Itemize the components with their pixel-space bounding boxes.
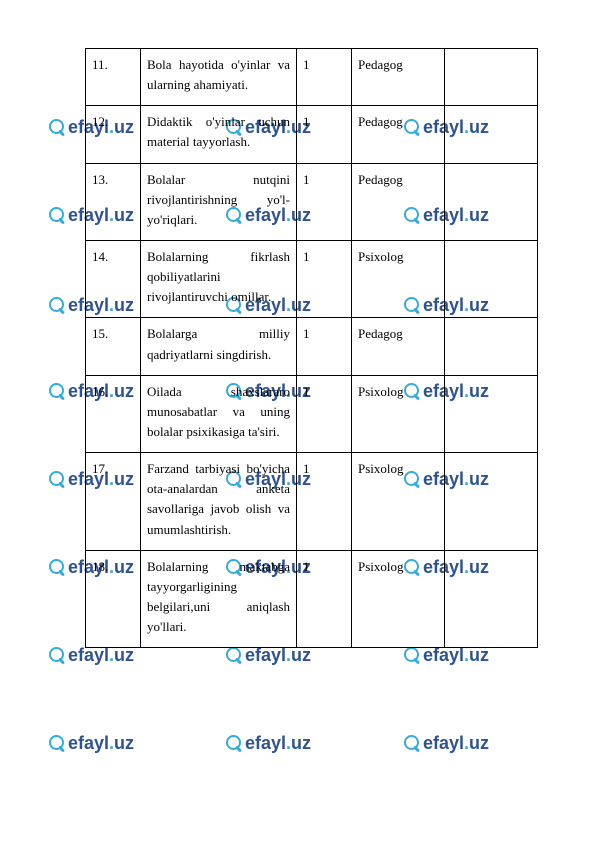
watermark: efayl.uz (48, 734, 134, 752)
cell-number: 14. (86, 240, 141, 317)
table-row: 18.Bolalarning maktabga tayyorgarliginin… (86, 550, 538, 648)
magnifier-icon (48, 470, 66, 488)
watermark-text: efayl.uz (423, 646, 489, 664)
cell-number: 17. (86, 453, 141, 551)
table-row: 14.Bolalarning fikrlash qobiliyatlarini … (86, 240, 538, 317)
cell-topic: Bolalarning maktabga tayyorgarligining b… (141, 550, 297, 648)
cell-count: 1 (297, 550, 352, 648)
cell-count: 1 (297, 453, 352, 551)
cell-role: Pedagog (352, 318, 445, 375)
cell-count: 1 (297, 163, 352, 240)
cell-role: Psixolog (352, 550, 445, 648)
cell-count: 1 (297, 106, 352, 163)
cell-topic: Didaktik o'yinlar uchun material tayyorl… (141, 106, 297, 163)
cell-number: 13. (86, 163, 141, 240)
cell-empty (445, 49, 538, 106)
magnifier-icon (48, 382, 66, 400)
table-row: 17.Farzand tarbiyasi bo'yicha ota-analar… (86, 453, 538, 551)
cell-number: 12. (86, 106, 141, 163)
cell-count: 1 (297, 375, 352, 452)
cell-role: Pedagog (352, 49, 445, 106)
cell-empty (445, 550, 538, 648)
cell-empty (445, 240, 538, 317)
magnifier-icon (225, 734, 243, 752)
watermark: efayl.uz (403, 646, 489, 664)
magnifier-icon (48, 734, 66, 752)
cell-empty (445, 163, 538, 240)
cell-topic: Farzand tarbiyasi bo'yicha ota-analardan… (141, 453, 297, 551)
magnifier-icon (403, 734, 421, 752)
cell-topic: Bolalarning fikrlash qobiliyatlarini riv… (141, 240, 297, 317)
table-row: 12.Didaktik o'yinlar uchun material tayy… (86, 106, 538, 163)
magnifier-icon (48, 206, 66, 224)
cell-number: 16. (86, 375, 141, 452)
table-row: 11.Bola hayotida o'yinlar va ularning ah… (86, 49, 538, 106)
content-table: 11.Bola hayotida o'yinlar va ularning ah… (85, 48, 538, 648)
cell-count: 1 (297, 318, 352, 375)
cell-empty (445, 318, 538, 375)
cell-number: 15. (86, 318, 141, 375)
cell-topic: Bola hayotida o'yinlar va ularning ahami… (141, 49, 297, 106)
cell-empty (445, 375, 538, 452)
watermark-text: efayl.uz (245, 646, 311, 664)
cell-count: 1 (297, 49, 352, 106)
cell-role: Psixolog (352, 240, 445, 317)
cell-number: 18. (86, 550, 141, 648)
magnifier-icon (225, 646, 243, 664)
magnifier-icon (48, 118, 66, 136)
cell-role: Pedagog (352, 106, 445, 163)
cell-count: 1 (297, 240, 352, 317)
cell-topic: Oilada shaxslararo munosabatlar va uning… (141, 375, 297, 452)
table-row: 16.Oilada shaxslararo munosabatlar va un… (86, 375, 538, 452)
cell-number: 11. (86, 49, 141, 106)
magnifier-icon (48, 558, 66, 576)
table-body: 11.Bola hayotida o'yinlar va ularning ah… (86, 49, 538, 648)
cell-empty (445, 453, 538, 551)
watermark-text: efayl.uz (423, 734, 489, 752)
magnifier-icon (403, 646, 421, 664)
watermark: efayl.uz (225, 734, 311, 752)
watermark: efayl.uz (403, 734, 489, 752)
watermark: efayl.uz (48, 646, 134, 664)
cell-topic: Bolalarga milliy qadriyatlarni singdiris… (141, 318, 297, 375)
watermark: efayl.uz (225, 646, 311, 664)
watermark-text: efayl.uz (68, 646, 134, 664)
cell-empty (445, 106, 538, 163)
magnifier-icon (48, 646, 66, 664)
cell-topic: Bolalar nutqini rivojlantirishning yo'l-… (141, 163, 297, 240)
table-row: 13.Bolalar nutqini rivojlantirishning yo… (86, 163, 538, 240)
cell-role: Psixolog (352, 375, 445, 452)
magnifier-icon (48, 296, 66, 314)
table-row: 15.Bolalarga milliy qadriyatlarni singdi… (86, 318, 538, 375)
watermark-text: efayl.uz (68, 734, 134, 752)
cell-role: Psixolog (352, 453, 445, 551)
cell-role: Pedagog (352, 163, 445, 240)
watermark-text: efayl.uz (245, 734, 311, 752)
